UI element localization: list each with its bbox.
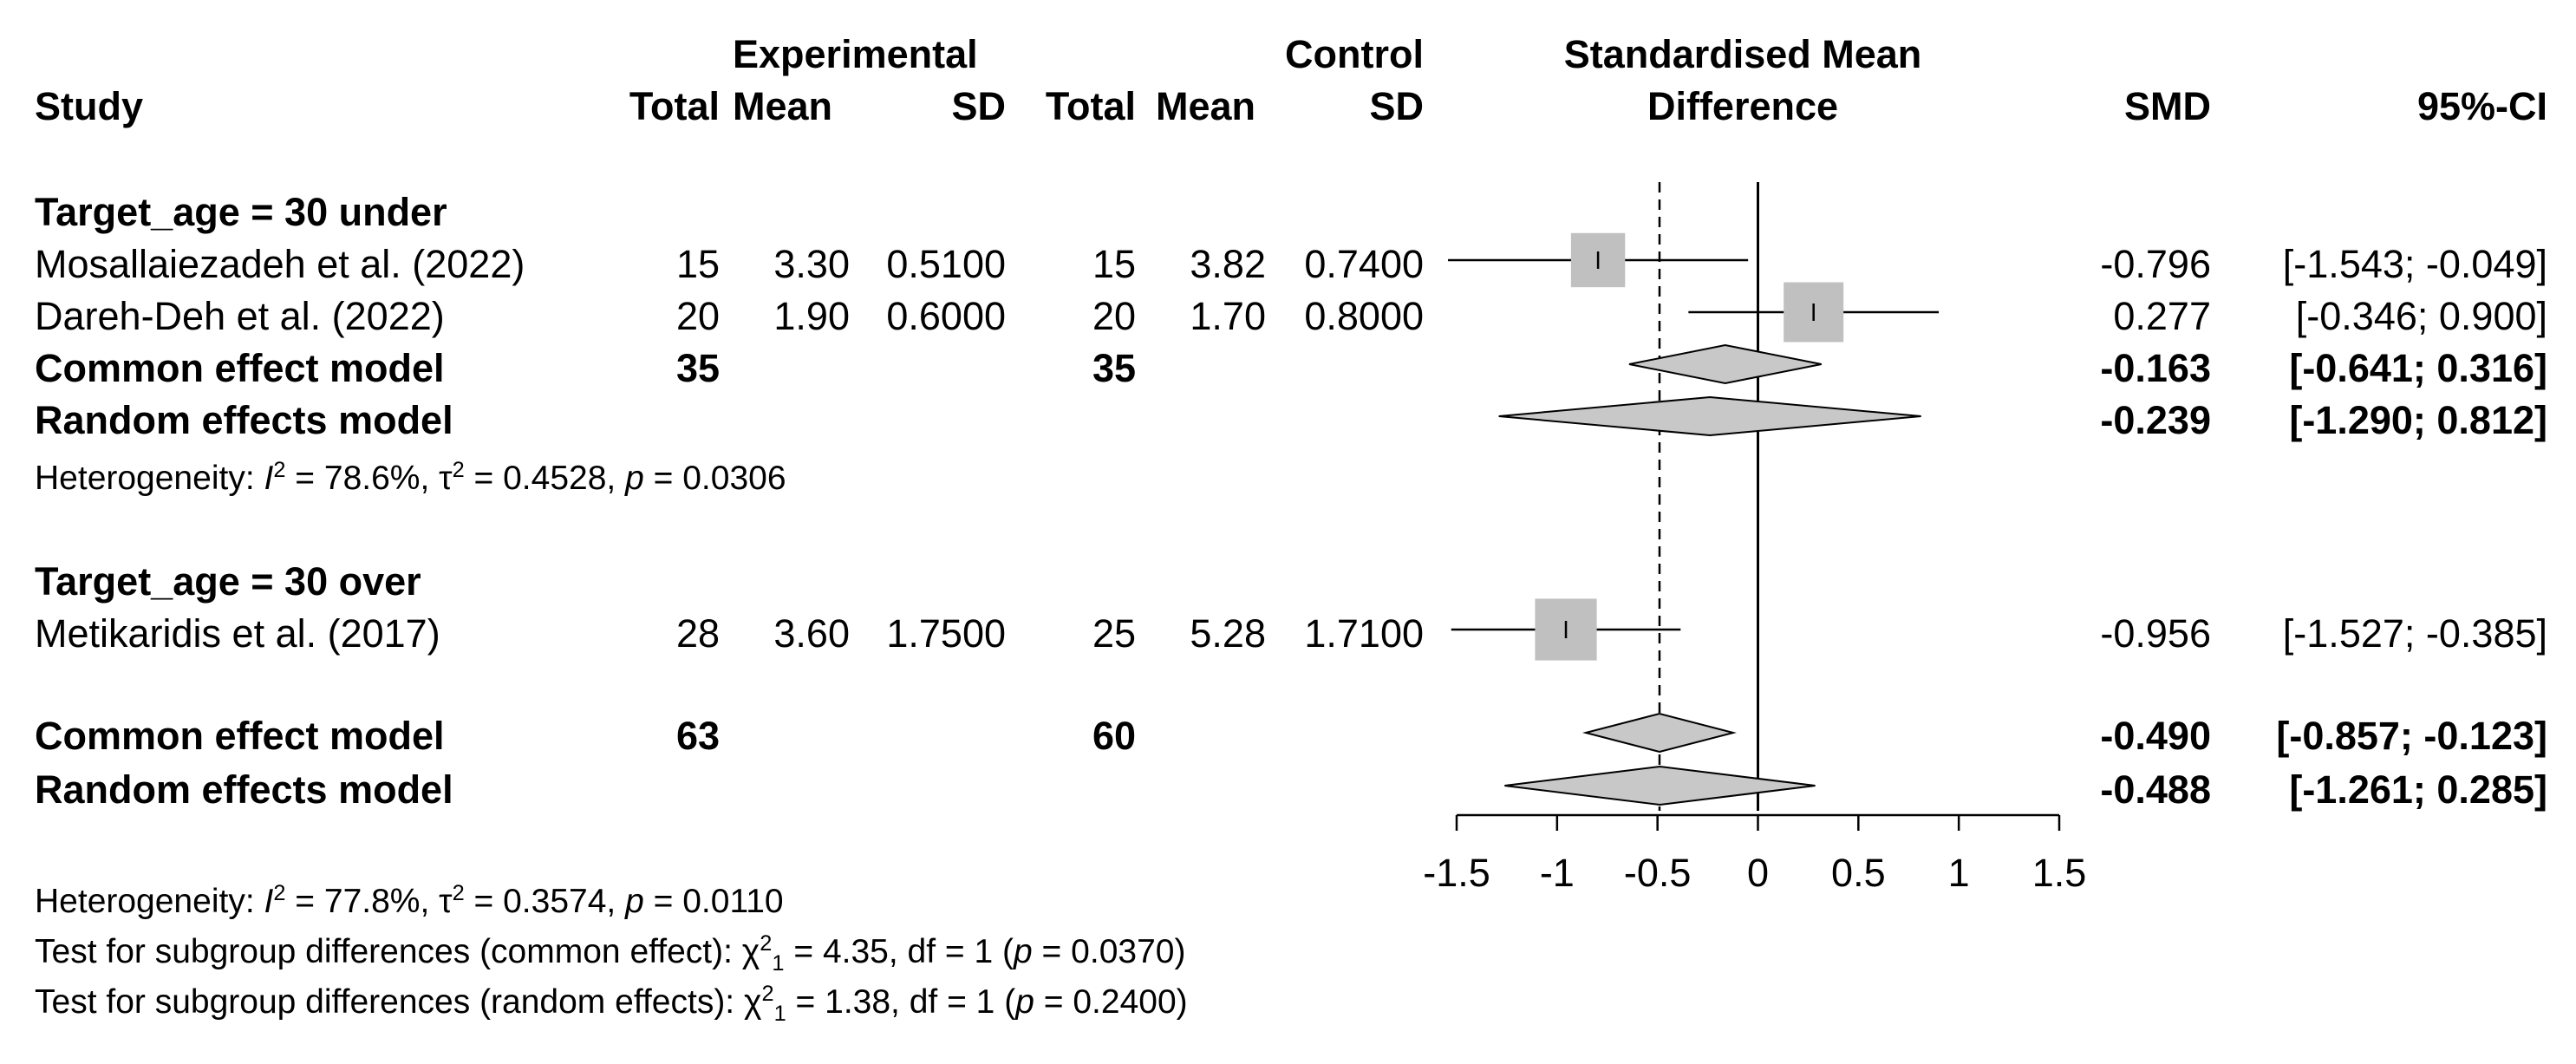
test-subgroup-common: Test for subgroup differences (common ef… bbox=[35, 931, 1186, 976]
study-e-total: 20 bbox=[675, 294, 720, 338]
study-smd: -0.796 bbox=[2100, 242, 2211, 286]
study-smd: 0.277 bbox=[2113, 294, 2211, 338]
subgroup-1-common-ci: [-0.641; 0.316] bbox=[2289, 346, 2547, 390]
study-e-sd: 0.5100 bbox=[886, 242, 1006, 286]
overall-random-label: Random effects model bbox=[35, 767, 453, 812]
subgroup-1-common-e-total: 35 bbox=[675, 346, 720, 390]
overall-common-label: Common effect model bbox=[35, 714, 445, 758]
study-e-mean: 1.90 bbox=[773, 294, 850, 338]
x-axis-tick-label: -1.5 bbox=[1423, 851, 1490, 895]
subgroup-2-label: Target_age = 30 over bbox=[35, 559, 421, 604]
header-ci: 95%-CI bbox=[2416, 84, 2547, 128]
header-c-mean: Mean bbox=[1156, 84, 1256, 128]
header-e-total: Total bbox=[629, 84, 720, 128]
subgroup-1-random-ci: [-1.290; 0.812] bbox=[2289, 398, 2547, 442]
study-c-sd: 1.7100 bbox=[1304, 611, 1424, 656]
overall-common-diamond bbox=[1581, 712, 1737, 754]
study-c-mean: 5.28 bbox=[1190, 611, 1266, 656]
study-name: Metikaridis et al. (2017) bbox=[35, 611, 440, 656]
study-c-mean: 1.70 bbox=[1190, 294, 1266, 338]
study-c-total: 20 bbox=[1092, 294, 1136, 338]
header-c-total: Total bbox=[1045, 84, 1136, 128]
study-name: Dareh-Deh et al. (2022) bbox=[35, 294, 445, 338]
study-e-total: 15 bbox=[675, 242, 720, 286]
study-ci: [-1.543; -0.049] bbox=[2282, 242, 2547, 286]
study-ci: [-0.346; 0.900] bbox=[2295, 294, 2547, 338]
study-e-mean: 3.60 bbox=[773, 611, 850, 656]
subgroup-1-common-c-total: 35 bbox=[1092, 346, 1136, 390]
study-ci: [-1.527; -0.385] bbox=[2282, 611, 2547, 656]
x-axis-tick-label: 0 bbox=[1747, 851, 1769, 895]
study-c-sd: 0.8000 bbox=[1304, 294, 1424, 338]
subgroup-1-common-diamond bbox=[1628, 343, 1822, 385]
subgroup-1-random-smd: -0.239 bbox=[2100, 398, 2211, 442]
overall-random-ci: [-1.261; 0.285] bbox=[2289, 767, 2547, 812]
study-c-total: 25 bbox=[1092, 611, 1136, 656]
subgroup-1-common-label: Common effect model bbox=[35, 346, 445, 390]
overall-random-smd: -0.488 bbox=[2100, 767, 2211, 812]
study-name: Mosallaiezadeh et al. (2022) bbox=[35, 242, 525, 286]
header-smd-line2: Difference bbox=[1647, 84, 1839, 128]
overall-common-e-total: 63 bbox=[675, 714, 720, 758]
overall-common-ci: [-0.857; -0.123] bbox=[2276, 714, 2547, 758]
overall-heterogeneity: Heterogeneity: I2 = 77.8%, τ2 = 0.3574, … bbox=[35, 881, 784, 920]
header-c-sd: SD bbox=[1369, 84, 1424, 128]
study-c-mean: 3.82 bbox=[1190, 242, 1266, 286]
header-control: Control bbox=[1285, 32, 1424, 76]
study-e-sd: 0.6000 bbox=[886, 294, 1006, 338]
header-smd: SMD bbox=[2124, 84, 2211, 128]
header-experimental: Experimental bbox=[733, 32, 978, 76]
x-axis-tick-label: 1.5 bbox=[2032, 851, 2087, 895]
overall-common-c-total: 60 bbox=[1092, 714, 1136, 758]
subgroup-1-heterogeneity: Heterogeneity: I2 = 78.6%, τ2 = 0.4528, … bbox=[35, 458, 786, 497]
header-e-mean: Mean bbox=[733, 84, 833, 128]
study-smd: -0.956 bbox=[2100, 611, 2211, 656]
subgroup-1-random-diamond bbox=[1498, 395, 1921, 437]
header-study: Study bbox=[35, 84, 144, 128]
x-axis-tick-label: -1 bbox=[1540, 851, 1575, 895]
x-axis-tick-label: -0.5 bbox=[1624, 851, 1692, 895]
overall-common-smd: -0.490 bbox=[2100, 714, 2211, 758]
study-e-mean: 3.30 bbox=[773, 242, 850, 286]
x-axis-tick-label: 0.5 bbox=[1831, 851, 1886, 895]
overall-random-diamond bbox=[1504, 765, 1816, 806]
study-e-sd: 1.7500 bbox=[886, 611, 1006, 656]
test-subgroup-random: Test for subgroup differences (random ef… bbox=[35, 982, 1188, 1026]
subgroup-1-label: Target_age = 30 under bbox=[35, 190, 447, 234]
study-c-sd: 0.7400 bbox=[1304, 242, 1424, 286]
x-axis-tick-label: 1 bbox=[1948, 851, 1970, 895]
header-smd-line1: Standardised Mean bbox=[1563, 32, 1922, 76]
subgroup-1-common-smd: -0.163 bbox=[2100, 346, 2211, 390]
subgroup-1-random-label: Random effects model bbox=[35, 398, 453, 442]
header-e-sd: SD bbox=[951, 84, 1006, 128]
study-c-total: 15 bbox=[1092, 242, 1136, 286]
study-e-total: 28 bbox=[675, 611, 720, 656]
